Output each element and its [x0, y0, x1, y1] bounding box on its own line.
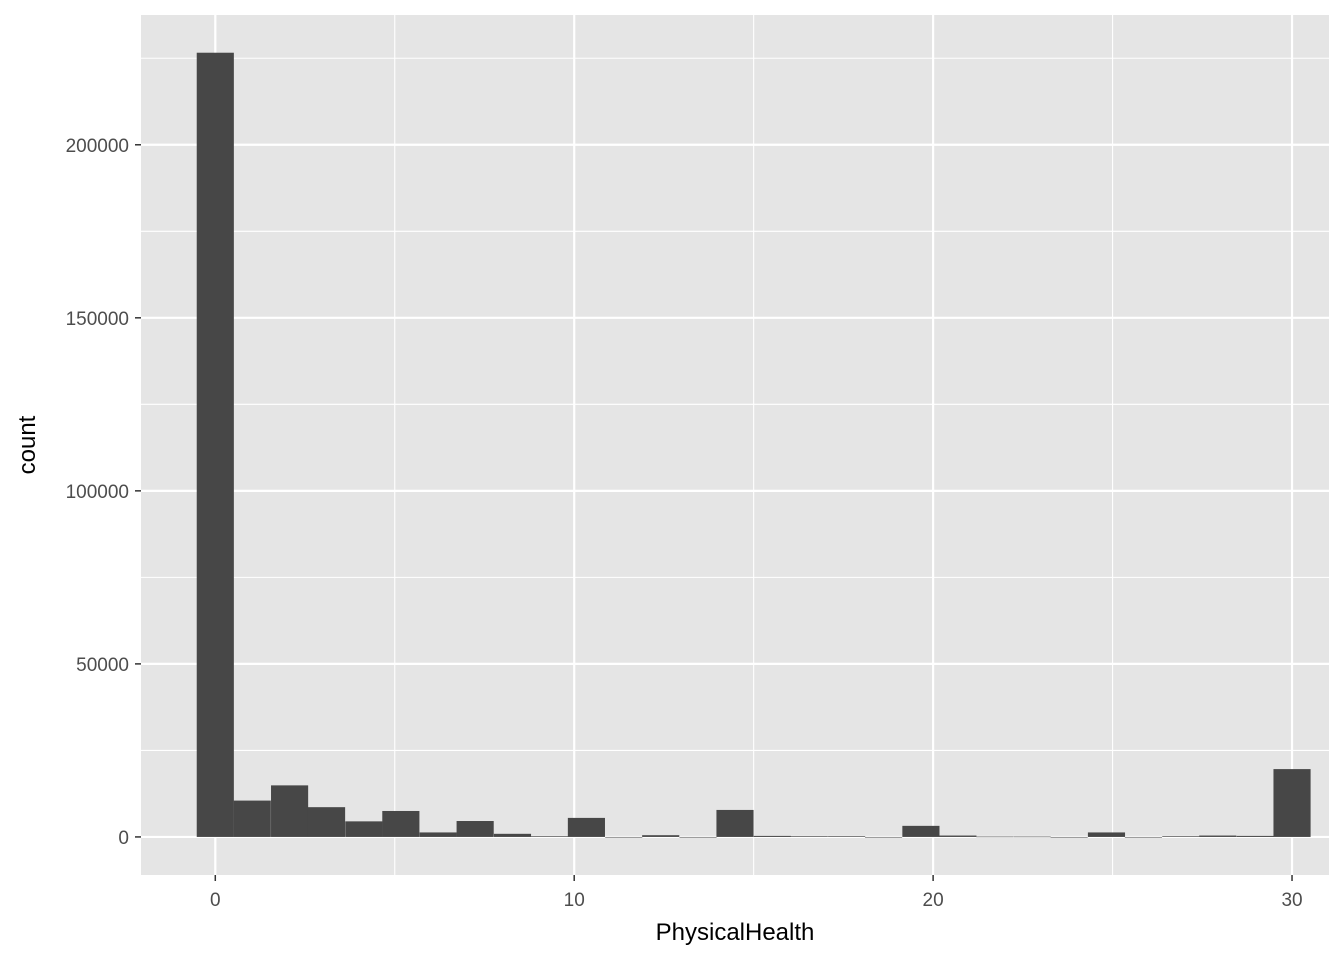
x-axis-title: PhysicalHealth [656, 919, 815, 946]
histogram-bar [753, 835, 791, 837]
minor-gridlines [141, 15, 1329, 875]
plot-panel [141, 15, 1329, 875]
bars [196, 52, 1311, 838]
histogram-bar [716, 809, 754, 837]
histogram-bar [1124, 836, 1163, 838]
y-axis-title: count [14, 415, 41, 474]
histogram-bar [902, 825, 940, 837]
histogram-bar [493, 833, 532, 837]
x-tick-label: 0 [210, 890, 221, 911]
x-axis: 0 10 20 30 [210, 875, 1303, 911]
y-tick-label: 50000 [76, 655, 129, 676]
histogram-bar [1050, 836, 1088, 838]
histogram-bar [307, 807, 346, 837]
histogram-bar [679, 836, 717, 838]
histogram-bar [271, 785, 309, 837]
histogram-bar [642, 835, 680, 837]
histogram-bar [382, 810, 420, 837]
y-axis: 0 50000 100000 150000 200000 [66, 136, 141, 849]
y-tick-label: 100000 [66, 482, 129, 503]
histogram-bar [605, 836, 643, 838]
histogram-bar [567, 817, 605, 837]
y-tick-label: 150000 [66, 309, 129, 330]
histogram-bar [196, 52, 234, 837]
histogram-bar [1087, 832, 1126, 837]
x-tick-label: 30 [1281, 890, 1302, 911]
histogram-bar [828, 836, 866, 837]
histogram-bar [1162, 836, 1200, 837]
histogram-bar [345, 821, 383, 837]
histogram-bar [1199, 835, 1237, 837]
y-tick-label: 200000 [66, 136, 129, 157]
histogram-bar [1273, 769, 1311, 837]
histogram-bar [419, 832, 457, 837]
histogram-bar [1236, 835, 1274, 837]
histogram-bar [233, 800, 271, 837]
histogram-bar [790, 836, 828, 837]
x-tick-label: 10 [564, 890, 585, 911]
histogram-bar [530, 836, 569, 837]
histogram-bar [1013, 836, 1051, 838]
histogram-bar [939, 835, 977, 837]
x-tick-label: 20 [923, 890, 944, 911]
histogram-bar [865, 836, 903, 838]
y-tick-label: 0 [118, 828, 129, 849]
histogram-bar [976, 836, 1014, 838]
histogram-bar [456, 821, 494, 837]
